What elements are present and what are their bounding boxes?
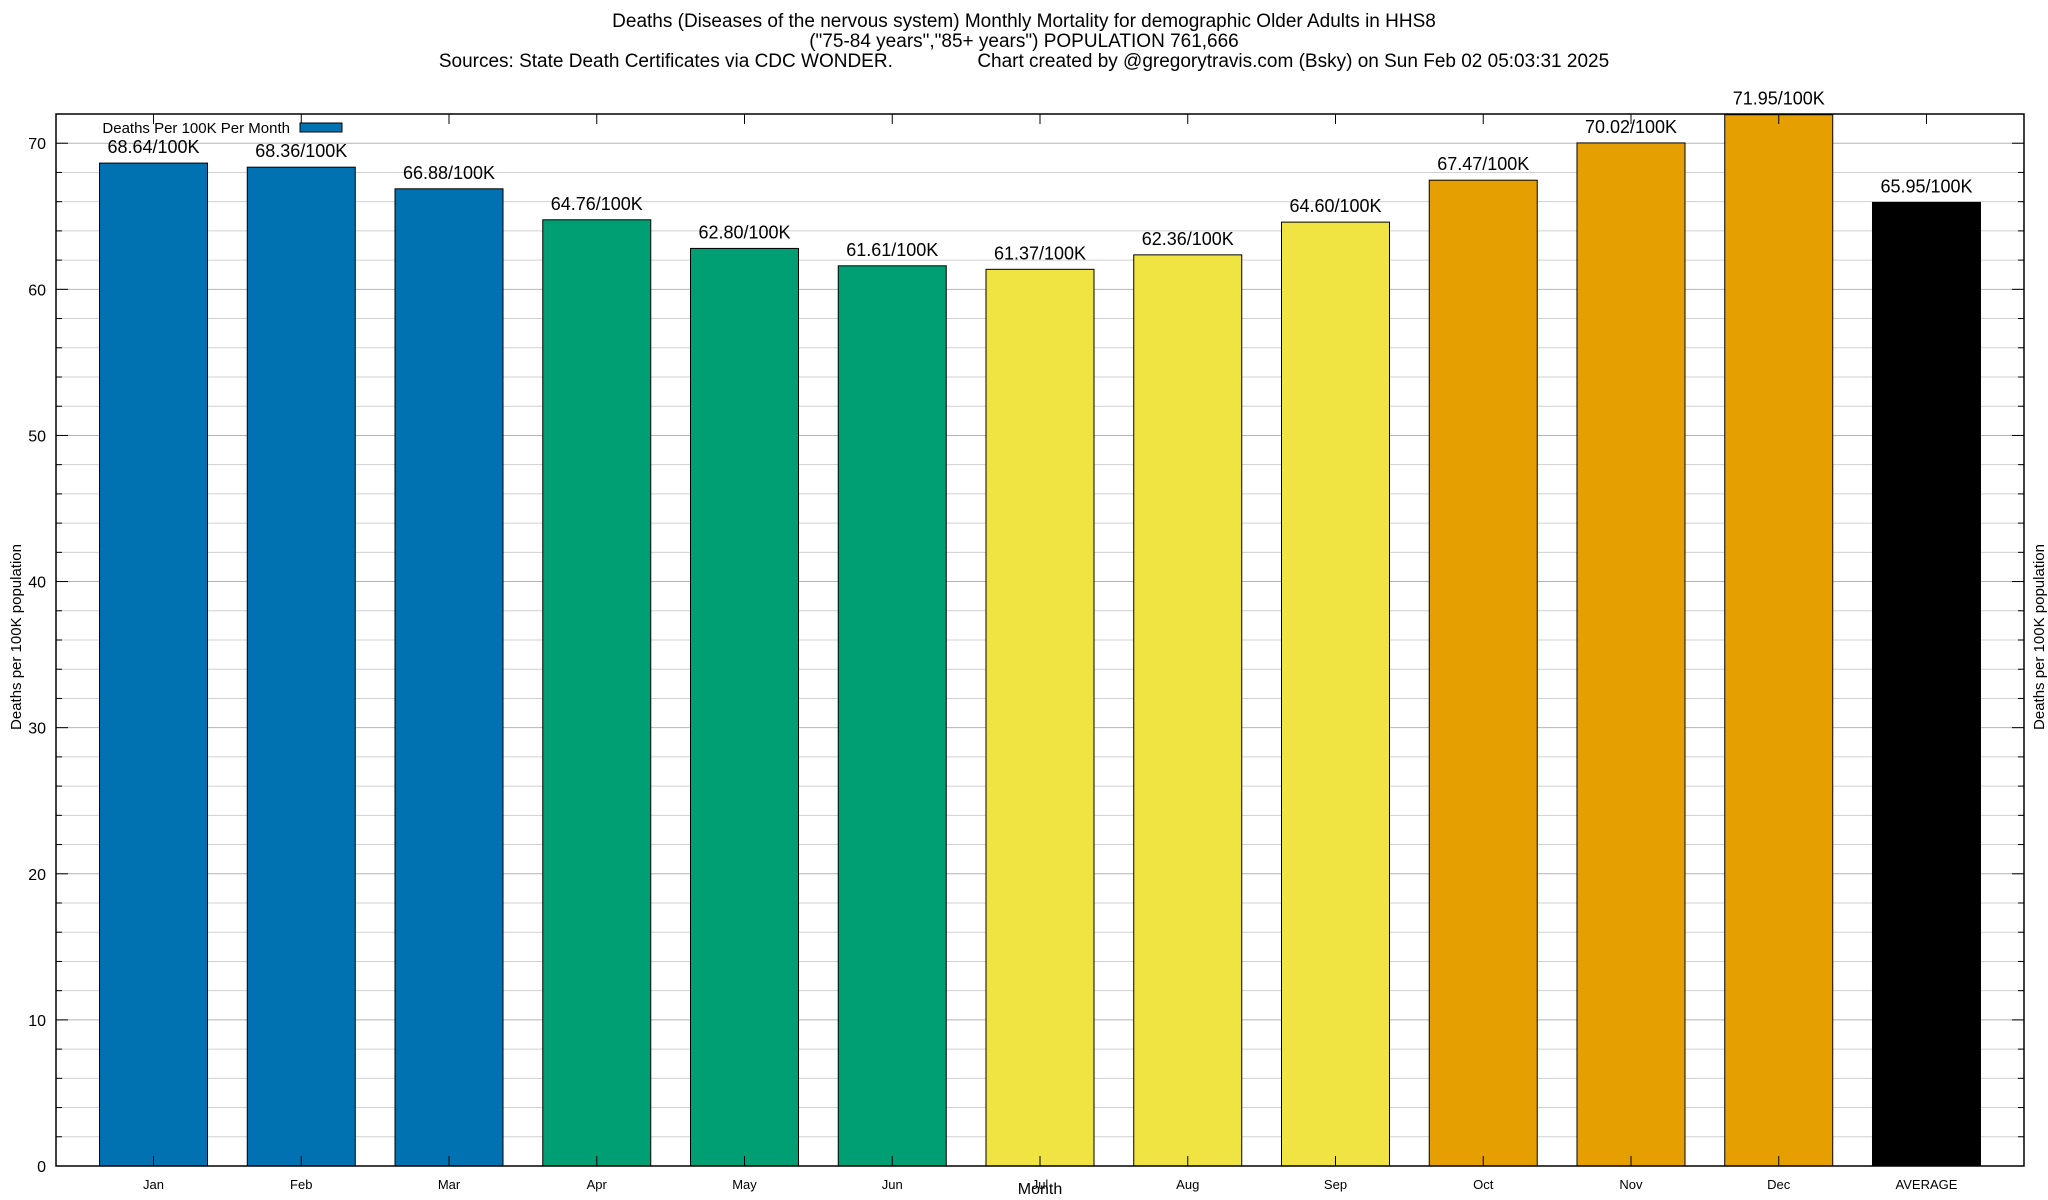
x-axis-title: Month xyxy=(1018,1181,1062,1198)
x-tick-label: AVERAGE xyxy=(1896,1177,1958,1192)
legend-swatch xyxy=(299,122,343,133)
bar-mar xyxy=(394,188,504,1167)
x-tick-label: Oct xyxy=(1473,1177,1494,1192)
axis-labels: 0 10 20 30 40 50 60 70 68.64/100K Jan 68.36/100K Fe… xyxy=(28,89,1972,1192)
bar-jul xyxy=(985,268,1095,1167)
legend: Deaths Per 100K Per Month xyxy=(102,120,343,137)
x-tick-label: Dec xyxy=(1767,1177,1791,1192)
y-tick-label: 70 xyxy=(28,136,46,153)
data-label: 65.95/100K xyxy=(1880,176,1972,196)
data-label: 68.36/100K xyxy=(255,141,347,161)
x-tick-label: Jul xyxy=(1032,1177,1049,1192)
data-label: 64.76/100K xyxy=(551,194,643,214)
bar-apr xyxy=(542,219,652,1167)
data-label: 66.88/100K xyxy=(403,163,495,183)
y-tick-label: 30 xyxy=(28,721,46,738)
x-tick-label: Jun xyxy=(882,1177,903,1192)
data-label: 70.02/100K xyxy=(1585,117,1677,137)
chart-title-line-2: ("75-84 years","85+ years") POPULATION 7… xyxy=(809,31,1239,52)
y-axis-title-right: Deaths per 100K population xyxy=(2031,544,2048,730)
data-label: 61.61/100K xyxy=(846,240,938,260)
bar-nov xyxy=(1576,142,1686,1167)
bar-may xyxy=(690,247,800,1167)
chart-title-line-3: Sources: State Death Certificates via CD… xyxy=(438,51,1610,72)
x-tick-label: Sep xyxy=(1324,1177,1347,1192)
x-tick-label: Nov xyxy=(1619,1177,1643,1192)
data-label: 64.60/100K xyxy=(1289,196,1381,216)
x-tick-label: Apr xyxy=(587,1177,608,1192)
legend-label: Deaths Per 100K Per Month xyxy=(102,120,290,137)
bar-feb xyxy=(246,166,356,1167)
bar-jan xyxy=(99,162,209,1167)
data-label: 68.64/100K xyxy=(107,137,199,157)
data-label: 61.37/100K xyxy=(994,243,1086,263)
data-label: 71.95/100K xyxy=(1733,89,1825,109)
y-tick-label: 40 xyxy=(28,575,46,592)
y-tick-label: 20 xyxy=(28,867,46,884)
data-label: 62.80/100K xyxy=(698,222,790,242)
y-tick-label: 60 xyxy=(28,282,46,299)
bar-aug xyxy=(1133,254,1243,1167)
x-tick-label: Jan xyxy=(143,1177,164,1192)
bar-dec xyxy=(1724,114,1834,1167)
x-tick-label: Mar xyxy=(438,1177,461,1192)
bar-jun xyxy=(837,265,947,1167)
bar-oct xyxy=(1428,179,1538,1167)
x-tick-label: Aug xyxy=(1176,1177,1199,1192)
x-tick-label: May xyxy=(732,1177,757,1192)
y-tick-label: 0 xyxy=(37,1159,46,1176)
y-axis-title-left: Deaths per 100K population xyxy=(8,544,25,730)
chart-title: Deaths (Diseases of the nervous system) … xyxy=(0,12,2048,72)
data-label: 67.47/100K xyxy=(1437,154,1529,174)
bar-sep xyxy=(1280,221,1390,1167)
bar-average xyxy=(1871,201,1981,1167)
data-label: 62.36/100K xyxy=(1142,229,1234,249)
axis-ticks xyxy=(56,113,2024,1167)
y-tick-label: 50 xyxy=(28,428,46,445)
x-tick-label: Feb xyxy=(290,1177,312,1192)
chart-title-line-1: Deaths (Diseases of the nervous system) … xyxy=(612,11,1436,32)
y-tick-label: 10 xyxy=(28,1013,46,1030)
bars xyxy=(99,114,1981,1167)
